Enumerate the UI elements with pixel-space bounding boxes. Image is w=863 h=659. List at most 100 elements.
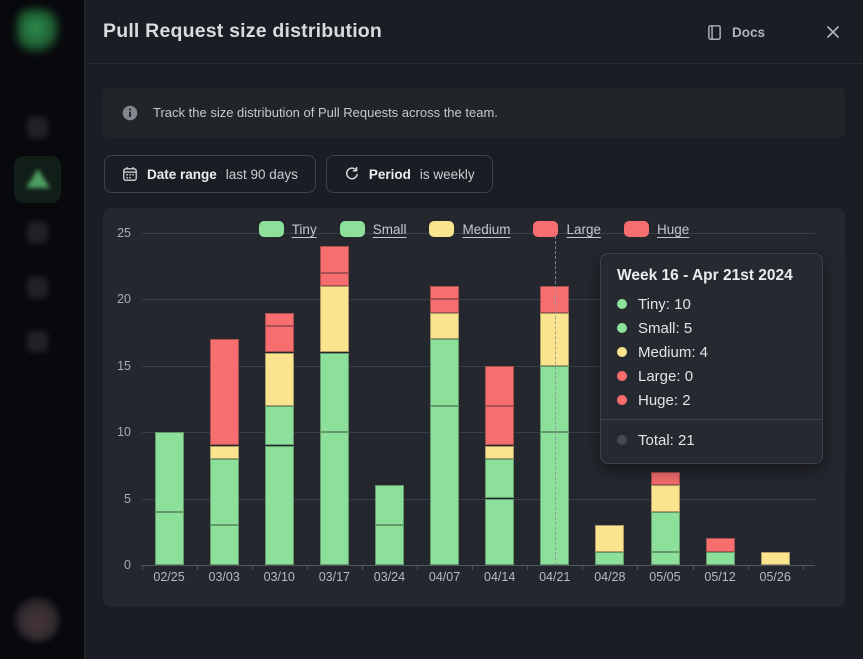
bar-segment-small[interactable]	[319, 352, 349, 433]
bar-segment-huge[interactable]	[430, 286, 460, 300]
docs-button[interactable]: Docs	[706, 0, 765, 64]
bar-segment-tiny[interactable]	[705, 551, 735, 565]
grid-line	[141, 432, 815, 434]
x-axis-tick	[196, 565, 198, 570]
tooltip-row-large: Large: 0	[617, 364, 806, 388]
legend-item-large[interactable]: Large	[533, 221, 601, 237]
close-icon[interactable]	[823, 22, 843, 42]
nav-icon-2[interactable]	[27, 222, 48, 243]
bar-segment-large[interactable]	[319, 272, 349, 287]
bar-segment-medium[interactable]	[650, 485, 680, 512]
legend-item-small[interactable]: Small	[339, 221, 407, 237]
y-tick-label: 0	[124, 558, 131, 572]
date-range-filter[interactable]: Date range last 90 days	[104, 155, 316, 193]
legend-item-huge[interactable]: Huge	[624, 221, 689, 237]
bar-segment-small[interactable]	[154, 432, 184, 512]
y-tick-label: 5	[124, 491, 131, 506]
tooltip-title: Week 16 - Apr 21st 2024	[617, 267, 793, 284]
bar-segment-medium[interactable]	[264, 352, 294, 406]
x-tick-label: 04/21	[539, 570, 571, 584]
tooltip-row-huge: Huge: 2	[617, 388, 806, 412]
calendar-icon	[122, 166, 138, 182]
date-range-label: Date range	[147, 166, 217, 182]
bar-segment-tiny[interactable]	[209, 525, 239, 565]
nav-icon-3[interactable]	[27, 277, 48, 298]
app-logo[interactable]	[17, 9, 59, 53]
chart-legend: Tiny Small Medium Large Huge	[103, 221, 845, 237]
bar-segment-huge[interactable]	[264, 312, 294, 326]
tooltip-dot	[617, 323, 627, 333]
bar-segment-medium[interactable]	[760, 551, 790, 565]
chart-tooltip: Week 16 - Apr 21st 2024 Tiny: 10 Small: 5…	[600, 253, 823, 464]
x-axis-tick	[747, 565, 749, 570]
refresh-icon	[344, 166, 360, 182]
tooltip-row-text: Medium: 4	[638, 343, 709, 361]
bar-segment-tiny[interactable]	[430, 405, 460, 565]
bar-segment-tiny[interactable]	[319, 432, 349, 565]
grid-line	[141, 498, 815, 500]
x-tick-label: 03/24	[373, 570, 406, 584]
bar-segment-small[interactable]	[375, 485, 404, 526]
legend-swatch	[339, 221, 365, 237]
bar-segment-tiny[interactable]	[154, 511, 184, 565]
bar-segment-small[interactable]	[485, 458, 515, 499]
bar-segment-medium[interactable]	[430, 312, 460, 340]
bar-segment-huge[interactable]	[650, 472, 680, 486]
legend-label: Huge	[657, 221, 690, 237]
x-tick-label: 04/14	[484, 570, 516, 584]
bar-segment-medium[interactable]	[485, 445, 515, 459]
bar-segment-large[interactable]	[264, 325, 294, 353]
y-tick-label: 20	[117, 292, 131, 307]
avatar[interactable]	[15, 597, 60, 642]
bar-segment-small[interactable]	[264, 405, 294, 446]
tooltip-row-text: Huge: 2	[638, 391, 691, 409]
bar-segment-tiny[interactable]	[375, 525, 404, 565]
x-tick-label: 03/17	[318, 570, 350, 584]
bar-segment-huge[interactable]	[319, 246, 349, 273]
bar-segment-small[interactable]	[209, 458, 239, 526]
page-title: Pull Request size distribution	[103, 20, 383, 42]
tooltip-total: Total: 21	[601, 419, 822, 454]
bar-segment-small[interactable]	[650, 511, 680, 552]
x-axis-tick	[582, 565, 584, 570]
nav-icon-4[interactable]	[27, 331, 48, 352]
legend-label: Small	[372, 221, 407, 237]
bar-segment-tiny[interactable]	[485, 498, 515, 565]
period-label: Period	[368, 166, 411, 182]
nav-item-pull-requests[interactable]	[14, 156, 61, 203]
filter-bar: Date range last 90 days Period is weekly	[104, 155, 493, 193]
stacked-bar-chart: 0 5 10 15 20 25 02/25 03/03 03/10 03/17 03/24 04/07…	[103, 208, 845, 607]
legend-swatch	[533, 221, 559, 237]
tooltip-dot	[617, 395, 627, 405]
bar-segment-medium[interactable]	[209, 445, 239, 459]
bar-segment-huge[interactable]	[705, 538, 735, 552]
chart-card: 0 5 10 15 20 25 02/25 03/03 03/10 03/17 03/24 04/07…	[103, 208, 845, 607]
x-tick-label: 04/07	[428, 570, 461, 584]
book-icon	[706, 24, 723, 41]
bar-segment-large[interactable]	[430, 299, 460, 313]
tooltip-dot	[617, 371, 627, 381]
x-axis-tick	[251, 565, 253, 570]
grid-line	[141, 232, 815, 234]
bar-segment-tiny[interactable]	[650, 551, 680, 565]
hover-indicator-line	[554, 236, 556, 565]
legend-swatch	[624, 221, 650, 237]
bar-segment-medium[interactable]	[319, 286, 349, 353]
tooltip-total-dot	[617, 435, 627, 445]
legend-label: Tiny	[291, 221, 317, 237]
pull-request-icon	[25, 169, 50, 188]
bar-segment-large[interactable]	[485, 405, 515, 446]
bar-segment-huge[interactable]	[485, 365, 515, 406]
header: Pull Request size distribution Docs	[86, 0, 863, 64]
tooltip-dot	[617, 347, 627, 357]
bar-segment-small[interactable]	[430, 339, 460, 406]
tooltip-dot	[617, 299, 627, 309]
bar-segment-tiny[interactable]	[264, 445, 294, 565]
legend-item-medium[interactable]: Medium	[429, 221, 510, 237]
bar-segment-tiny[interactable]	[595, 551, 625, 565]
legend-item-tiny[interactable]: Tiny	[258, 221, 317, 237]
period-filter[interactable]: Period is weekly	[325, 155, 493, 193]
bar-segment-large[interactable]	[209, 339, 239, 446]
bar-segment-medium[interactable]	[595, 525, 625, 552]
nav-icon-1[interactable]	[27, 117, 48, 138]
